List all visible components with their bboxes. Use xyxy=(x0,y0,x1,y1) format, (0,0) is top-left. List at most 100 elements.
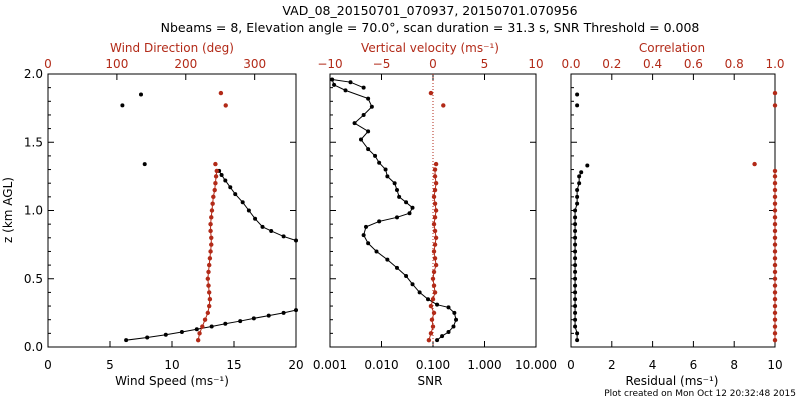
vertical-velocity-ms-point xyxy=(432,228,438,234)
correlation-point xyxy=(772,228,778,234)
figure-subtitle: Nbeams = 8, Elevation angle = 70.0°, sca… xyxy=(161,20,700,35)
wind-speed-ms-point xyxy=(240,200,245,205)
correlation-point xyxy=(772,310,778,316)
wind-speed-ms-point xyxy=(219,173,224,178)
residual-ms-point xyxy=(573,242,578,247)
residual-x-tick-label: 2 xyxy=(608,358,616,372)
snr-x2-tick-label: −5 xyxy=(373,57,391,71)
wind-speed-ms-point xyxy=(145,335,150,340)
snr-point xyxy=(359,137,364,142)
wind-direction-axis-label: Wind Direction (deg) xyxy=(110,41,234,55)
snr-point xyxy=(373,153,378,158)
wind-speed-ms-isolated-point xyxy=(120,103,125,108)
snr-point xyxy=(392,181,397,186)
correlation-point xyxy=(772,168,778,174)
correlation-point xyxy=(772,208,778,213)
vertical-velocity-ms-point xyxy=(433,181,439,186)
vertical-velocity-ms-point xyxy=(433,208,439,213)
wind-speed-ms-point xyxy=(124,338,129,343)
wind-x2-tick-label: 0 xyxy=(44,57,52,71)
snr-x2-tick-label: −10 xyxy=(317,57,342,71)
residual-ms-point xyxy=(573,283,578,288)
vertical-velocity-ms-point xyxy=(431,194,437,200)
correlation-point xyxy=(772,215,778,220)
wind-speed-ms-point xyxy=(223,321,228,326)
snr-x-tick-label: 1.000 xyxy=(467,358,501,372)
snr-x2-tick-label: 10 xyxy=(528,57,543,71)
residual-axis-label: Residual (ms⁻¹) xyxy=(626,374,719,388)
wind-speed-axis-label: Wind Speed (ms⁻¹) xyxy=(115,374,229,388)
correlation-point xyxy=(772,256,778,261)
wind-x-tick-label: 0 xyxy=(44,358,52,372)
correlation-point xyxy=(772,337,778,343)
vertical-velocity-ms-point xyxy=(433,262,439,268)
wind-speed-ms-point xyxy=(281,234,286,239)
snr-point xyxy=(407,211,412,216)
vertical-velocity-ms-point xyxy=(433,235,439,240)
vertical-velocity-ms-point xyxy=(431,249,437,254)
snr-point xyxy=(410,205,415,210)
wind-speed-ms-point xyxy=(294,238,298,243)
vertical-velocity-ms-point xyxy=(428,331,434,336)
wind-speed-ms-point xyxy=(251,316,256,321)
snr-x-tick-label: 10.000 xyxy=(515,358,557,372)
wind-direction-deg-point xyxy=(208,228,213,234)
snr-point xyxy=(417,290,422,295)
snr-panel: Vertical velocity (ms⁻¹) SNR 0.001 0.010 0… xyxy=(313,41,557,388)
wind-speed-ms-point xyxy=(253,216,258,221)
wind-speed-ms-point xyxy=(223,178,228,183)
residual-x2-tick-label: 0.6 xyxy=(684,57,703,71)
correlation-point xyxy=(772,331,778,336)
wind-speed-ms-point xyxy=(163,332,168,337)
residual-ms-isolated-point xyxy=(575,103,580,108)
wind-direction-deg-isolated-point xyxy=(218,90,224,96)
snr-point xyxy=(369,104,374,109)
vertical-velocity-ms-point xyxy=(432,167,438,172)
y-axis-label: z (km AGL) xyxy=(1,177,15,243)
snr-point xyxy=(343,88,348,93)
wind-direction-deg-point xyxy=(197,331,202,336)
snr-point xyxy=(397,194,402,199)
snr-point xyxy=(330,77,335,82)
wind-speed-ms-point xyxy=(179,329,184,334)
residual-ms-isolated-point xyxy=(585,163,590,168)
correlation-isolated-point xyxy=(772,103,778,108)
residual-ms-point xyxy=(577,181,582,186)
y-tick-label: 0.0 xyxy=(24,340,43,354)
residual-plot-frame xyxy=(570,73,776,348)
vertical-velocity-ms-point xyxy=(431,269,437,275)
snr-point xyxy=(395,265,400,270)
snr-point xyxy=(332,82,337,87)
vertical-velocity-ms-point xyxy=(432,256,438,261)
residual-ms-point xyxy=(573,256,578,261)
snr-point xyxy=(452,310,457,315)
wind-direction-deg-point xyxy=(208,221,213,227)
snr-point xyxy=(395,188,400,193)
snr-point xyxy=(377,160,382,165)
wind-speed-ms-point xyxy=(294,308,298,313)
snr-point xyxy=(435,302,440,307)
residual-ms-point xyxy=(573,290,578,295)
vertical-velocity-ms-isolated-point xyxy=(428,90,434,96)
residual-x-tick-label: 10 xyxy=(767,358,782,372)
wind-speed-ms-isolated-point xyxy=(142,162,147,167)
wind-direction-deg-point xyxy=(209,215,214,220)
wind-direction-deg-point xyxy=(200,324,205,329)
wind-direction-deg-point xyxy=(209,208,215,213)
residual-x2-tick-label: 0.4 xyxy=(643,57,662,71)
residual-ms-point xyxy=(573,297,578,302)
snr-point xyxy=(361,233,366,238)
correlation-point xyxy=(772,235,778,240)
vertical-velocity-ms-point xyxy=(432,201,438,206)
correlation-point xyxy=(772,317,778,322)
correlation-axis-label: Correlation xyxy=(639,41,705,55)
snr-x-tick-label: 0.100 xyxy=(416,358,450,372)
plot-created-footer: Plot created on Mon Oct 12 20:32:48 2015 xyxy=(604,389,796,399)
wind-x-tick-label: 5 xyxy=(106,358,114,372)
residual-ms-point xyxy=(573,222,578,227)
wind-direction-deg-point xyxy=(209,242,214,247)
wind-direction-deg-point xyxy=(205,276,211,281)
snr-point xyxy=(446,329,451,334)
snr-x-tick-label: 0.010 xyxy=(364,358,398,372)
